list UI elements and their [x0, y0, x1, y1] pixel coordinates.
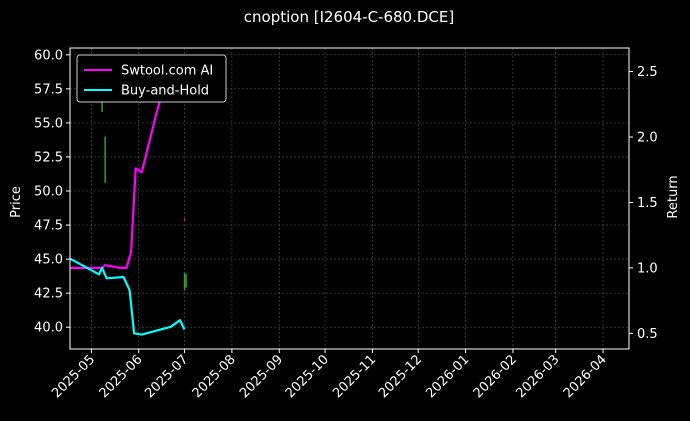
- y-axis-left: 40.0 42.5 45.0 47.5 50.0 52.5 55.0 57.5 60.0: [34, 48, 70, 336]
- chart-title: cnoption [I2604-C-680.DCE]: [244, 8, 454, 26]
- y-tick-label-left: 57.5: [34, 82, 63, 97]
- legend-box: [76, 54, 227, 103]
- series-line-buy-and-hold: [69, 257, 186, 336]
- legend: Swtool.com AI Buy-and-Hold: [76, 54, 227, 103]
- y-tick-label-left: 47.5: [34, 219, 63, 234]
- y-tick-label-right: 2.5: [637, 65, 658, 80]
- legend-label-swtool: Swtool.com AI: [121, 64, 213, 79]
- y-axis-label-right: Return: [666, 175, 681, 218]
- y-axis-right: 0.5 1.0 1.5 2.0 2.5: [629, 65, 658, 342]
- plot-frame: [69, 47, 630, 350]
- y-tick-label-left: 55.0: [34, 116, 63, 131]
- y-tick-label-left: 60.0: [34, 48, 63, 63]
- y-tick-label-right: 2.0: [637, 130, 658, 145]
- y-axis-label-left: Price: [9, 186, 24, 218]
- y-tick-label-left: 50.0: [34, 185, 63, 200]
- y-tick-label-left: 40.0: [34, 321, 63, 336]
- legend-label-buy-hold: Buy-and-Hold: [121, 84, 209, 99]
- y-tick-label-right: 1.0: [637, 261, 658, 276]
- y-tick-label-right: 1.5: [637, 196, 658, 211]
- y-tick-label-left: 52.5: [34, 150, 63, 165]
- y-tick-label-left: 45.0: [34, 253, 63, 268]
- y-tick-label-right: 0.5: [637, 327, 658, 342]
- y-tick-label-left: 42.5: [34, 287, 63, 302]
